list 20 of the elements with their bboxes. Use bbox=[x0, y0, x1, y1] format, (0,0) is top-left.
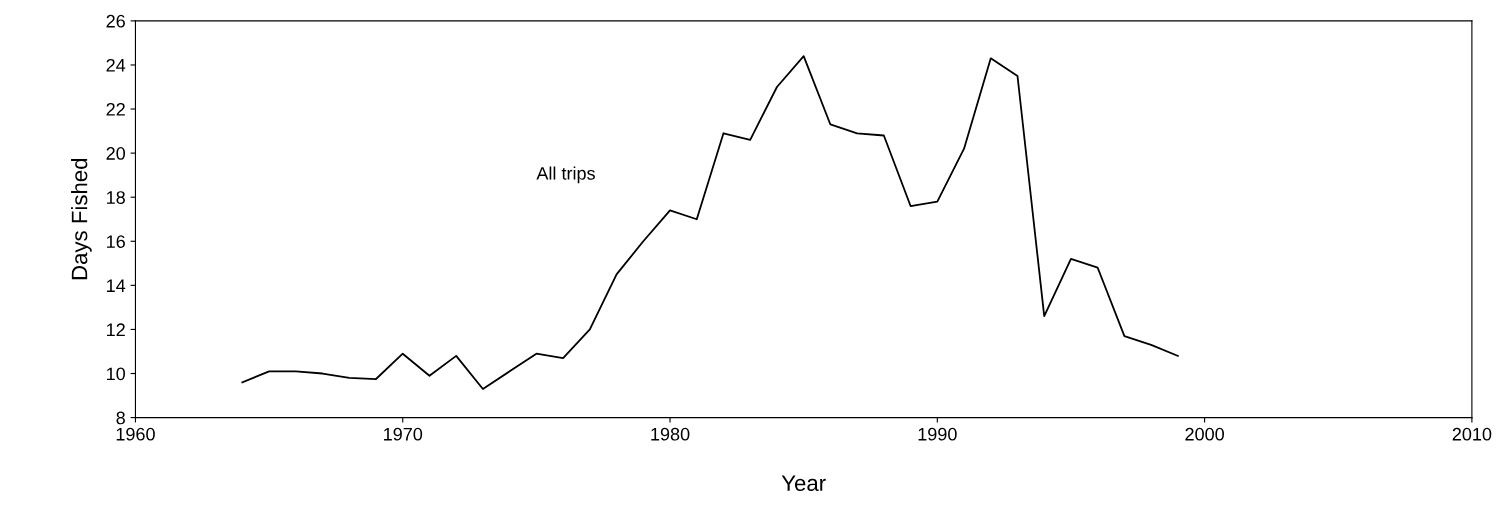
annotation: All trips bbox=[536, 166, 595, 184]
x-tick-label: 2010 bbox=[1452, 427, 1492, 441]
x-tick-label: 2000 bbox=[1185, 427, 1224, 441]
y-tick-label: 26 bbox=[106, 14, 125, 28]
y-tick-label: 12 bbox=[107, 323, 125, 336]
x-tick-label: 1980 bbox=[651, 427, 690, 441]
y-tick-label: 24 bbox=[106, 58, 126, 72]
y-tick-label: 20 bbox=[106, 147, 126, 160]
x-tick-label: 1970 bbox=[384, 427, 423, 441]
y-axis-title: Days Fished bbox=[71, 158, 92, 280]
line-series bbox=[241, 55, 1179, 390]
y-tick-label: 22 bbox=[106, 102, 125, 116]
x-axis-title: Year bbox=[781, 475, 826, 492]
x-tick-label: 1960 bbox=[116, 427, 155, 441]
y-tick-label: 18 bbox=[107, 191, 125, 204]
x-tick-label: 1990 bbox=[918, 427, 957, 441]
y-tick-label: 8 bbox=[116, 411, 125, 425]
y-tick-label: 14 bbox=[107, 279, 126, 292]
y-tick-label: 16 bbox=[107, 235, 125, 248]
y-tick-label: 10 bbox=[107, 367, 126, 381]
